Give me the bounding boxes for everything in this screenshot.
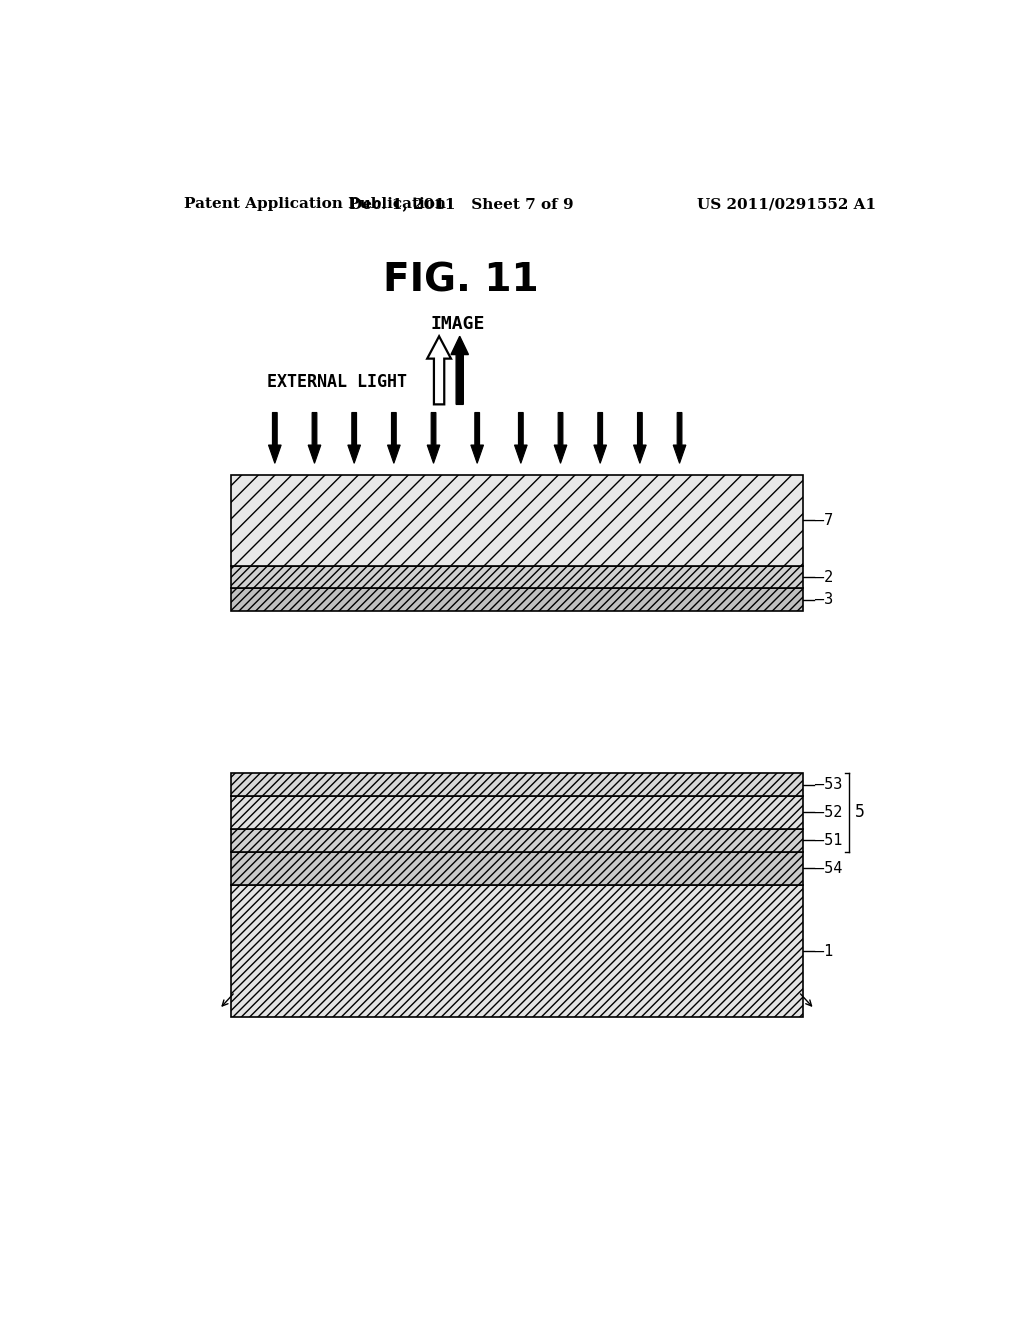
Text: Patent Application Publication: Patent Application Publication: [183, 197, 445, 211]
Polygon shape: [594, 412, 606, 463]
Polygon shape: [554, 412, 567, 463]
Bar: [231, 589, 803, 611]
Text: EXTERNAL LIGHT: EXTERNAL LIGHT: [267, 374, 407, 391]
Text: —2: —2: [815, 570, 834, 585]
Bar: [231, 886, 803, 1018]
Polygon shape: [634, 412, 646, 463]
Polygon shape: [673, 412, 686, 463]
Bar: [231, 474, 803, 566]
Polygon shape: [514, 412, 527, 463]
Bar: [231, 774, 803, 796]
Polygon shape: [348, 412, 360, 463]
Bar: [231, 851, 803, 886]
Polygon shape: [308, 412, 321, 463]
Polygon shape: [427, 412, 440, 463]
Polygon shape: [268, 412, 282, 463]
Text: —1: —1: [815, 944, 834, 958]
Polygon shape: [451, 337, 468, 404]
Bar: [231, 829, 803, 851]
Text: —53: —53: [815, 777, 843, 792]
Bar: [231, 566, 803, 589]
Text: IMAGE: IMAGE: [430, 315, 484, 333]
Polygon shape: [387, 412, 400, 463]
Text: —52: —52: [815, 805, 843, 820]
Text: FIG. 11: FIG. 11: [384, 261, 539, 300]
Text: —7: —7: [815, 512, 834, 528]
Text: —54: —54: [815, 861, 843, 876]
Text: US 2011/0291552 A1: US 2011/0291552 A1: [697, 197, 877, 211]
Text: —51: —51: [815, 833, 843, 847]
Text: Dec. 1, 2011   Sheet 7 of 9: Dec. 1, 2011 Sheet 7 of 9: [349, 197, 573, 211]
Text: —3: —3: [815, 591, 834, 607]
Bar: [231, 796, 803, 829]
Polygon shape: [471, 412, 483, 463]
Text: 5: 5: [855, 804, 865, 821]
